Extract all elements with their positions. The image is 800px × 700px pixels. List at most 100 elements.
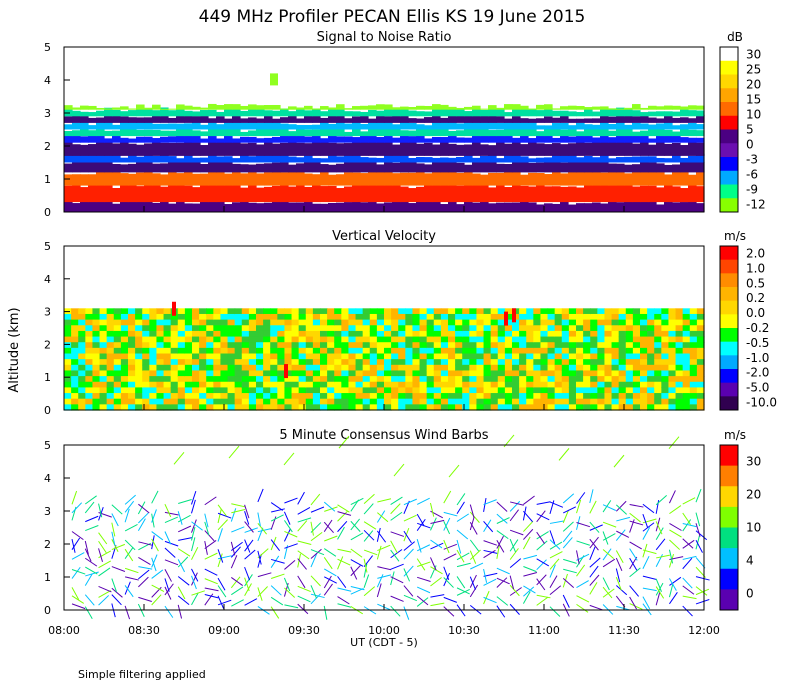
wind-barb	[191, 490, 197, 505]
snr-cell	[656, 142, 665, 156]
vv-cell	[348, 387, 357, 394]
vv-cell	[270, 336, 278, 343]
vv-cell	[689, 359, 698, 366]
wind-barb	[191, 537, 196, 552]
snr-cell	[480, 155, 489, 163]
snr-cell	[328, 134, 337, 143]
snr-cell	[688, 110, 697, 117]
colorbar-swatch	[720, 396, 738, 411]
vv-cell	[455, 393, 463, 400]
wind-barb	[164, 559, 179, 566]
vv-cell	[220, 381, 229, 389]
snr-cell	[680, 202, 689, 212]
vv-cell	[426, 330, 435, 338]
vv-cell	[384, 342, 392, 349]
snr-cell	[232, 202, 241, 212]
snr-cell	[504, 127, 513, 137]
snr-cell	[168, 170, 177, 186]
vv-cell	[71, 376, 79, 383]
vv-cell	[376, 364, 385, 372]
vv-cell	[448, 387, 456, 394]
colorbar-label: -6	[746, 168, 758, 182]
vv-cell	[661, 330, 670, 338]
snr-cell	[360, 115, 369, 123]
vv-cell	[440, 370, 449, 377]
wind-barb	[350, 518, 360, 531]
vv-cell	[583, 308, 591, 315]
vv-cell	[149, 398, 158, 405]
wind-barb	[310, 493, 321, 506]
wind-barb	[602, 521, 617, 528]
snr-cell	[432, 120, 441, 130]
vv-cell	[64, 364, 72, 372]
vv-cell	[647, 376, 655, 383]
vv-cell	[689, 313, 698, 321]
vv-cell	[362, 359, 371, 366]
wind-barb	[443, 606, 455, 617]
vv-cell	[604, 387, 613, 394]
vv-cell	[113, 387, 122, 394]
vv-cell	[391, 353, 399, 360]
wind-barb	[111, 587, 123, 598]
vv-cell	[661, 336, 670, 343]
snr-cell	[136, 117, 145, 123]
snr-cell	[96, 201, 105, 212]
vv-cell	[206, 336, 214, 343]
vv-cell	[192, 404, 200, 411]
snr-cell	[544, 107, 553, 117]
vv-cell	[675, 404, 684, 411]
vv-cell	[277, 376, 286, 383]
vv-cell	[654, 398, 662, 405]
vv-cell	[156, 359, 165, 366]
wind-barb	[668, 436, 680, 449]
snr-cell	[576, 141, 585, 156]
snr-cell	[400, 172, 409, 186]
snr-cell	[272, 171, 281, 186]
vv-cell	[483, 353, 492, 360]
vv-cell	[455, 336, 463, 343]
wind-barb	[111, 566, 126, 572]
vv-cell	[540, 353, 549, 360]
vv-cell	[668, 313, 677, 321]
snr-cell	[176, 183, 185, 203]
snr-cell	[336, 188, 345, 203]
snr-cell	[216, 183, 225, 203]
snr-cell	[464, 144, 473, 156]
snr-cell	[472, 105, 481, 110]
vv-cell	[355, 313, 364, 321]
vv-cell	[533, 342, 542, 349]
vv-panel: Vertical Velocity	[64, 229, 705, 411]
wind-barb	[602, 577, 610, 591]
vv-cell	[298, 398, 307, 405]
vv-cell	[419, 330, 428, 338]
vv-cell	[696, 319, 705, 326]
snr-cell	[184, 114, 193, 123]
vv-cell	[291, 325, 300, 332]
vv-cell	[341, 330, 350, 338]
vv-cell	[64, 342, 72, 349]
wind-barb	[682, 557, 693, 570]
wind-barb	[602, 548, 612, 561]
vv-cell	[440, 313, 449, 321]
vv-cell	[419, 376, 428, 383]
vv-cell	[682, 376, 691, 383]
snr-cell	[536, 143, 545, 156]
wind-barb	[164, 540, 179, 547]
vv-cell	[305, 387, 314, 394]
vv-cell	[220, 319, 229, 326]
vv-cell	[220, 308, 229, 315]
snr-cell	[488, 121, 497, 130]
vv-cell	[384, 387, 392, 394]
vv-cell	[334, 319, 342, 326]
vv-cell	[85, 336, 94, 343]
vv-cell	[327, 330, 335, 338]
vv-cell	[170, 387, 179, 394]
snr-cell	[184, 185, 193, 203]
wind-barb	[695, 488, 702, 503]
vv-cell	[647, 342, 655, 349]
snr-cell	[504, 187, 513, 203]
wind-barb	[297, 550, 310, 560]
snr-cell	[248, 156, 257, 163]
vv-cell	[355, 370, 364, 377]
vv-cell	[369, 319, 378, 326]
